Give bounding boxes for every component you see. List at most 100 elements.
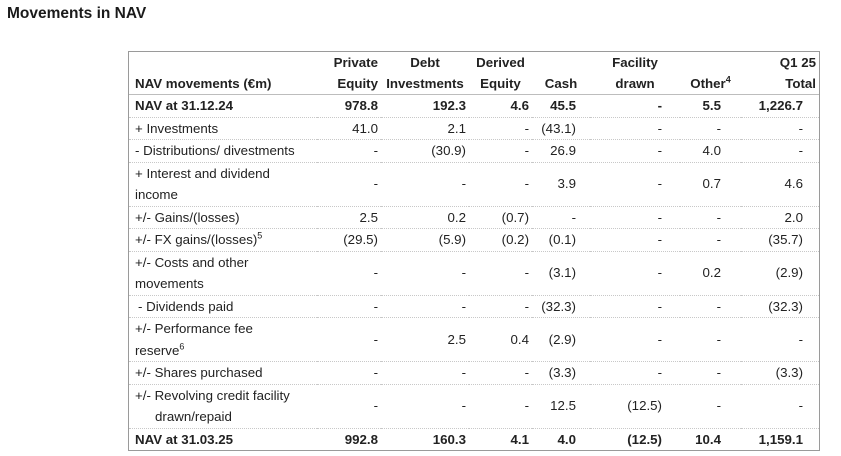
cell-facility-drawn: - [590,317,680,362]
cell-derived-equity: - [469,251,532,296]
cell-total: (32.3) [741,295,819,318]
col-header-derived-equity: Derived Equity [469,52,532,95]
cell-debt-investments: - [381,361,469,385]
table-row: + Investments 41.0 2.1 - (43.1) - - - [129,117,819,140]
cell-private-equity: - [317,384,381,429]
cell-derived-equity: - [469,139,532,163]
cell-derived-equity: - [469,361,532,385]
cell-cash: (3.3) [532,361,590,385]
cell-cash: 3.9 [532,162,590,207]
cell-facility-drawn: - [590,117,680,140]
cell-other: - [680,295,741,318]
cell-total: 1,159.1 [758,431,803,447]
cell-private-equity: 2.5 [317,206,381,229]
footnote-marker: 6 [179,341,185,352]
row-label: +/- Shares purchased [129,361,317,385]
row-label: - Dividends paid [129,295,317,318]
cell-facility-drawn: (12.5) [590,384,680,429]
cell-cash: (0.1) [532,228,590,252]
cell-other: 0.7 [680,162,741,207]
table-row: - Distributions/ divestments - (30.9) - … [129,139,819,163]
cell-debt-investments: 2.5 [381,317,469,362]
cell-cash: (2.9) [532,317,590,362]
cell-total: - [741,384,819,429]
cell-cash: 12.5 [532,384,590,429]
col-header-debt-investments: Debt Investments [381,52,469,95]
table-row: +/- Revolving credit facility drawn/repai… [129,384,819,429]
table-row: +/- Performance fee reserve6 - 2.5 0.4 (2… [129,317,819,362]
cell-private-equity: - [317,317,381,362]
row-label: + Investments [129,117,317,140]
cell-other: - [680,317,741,362]
cell-debt-investments: 0.2 [381,206,469,229]
cell-derived-equity: (0.2) [469,228,532,252]
cell-other: - [680,206,741,229]
table-row: +/- FX gains/(losses)5 (29.5) (5.9) (0.2… [129,228,819,252]
cell-total: (35.7) [741,228,819,252]
cell-facility-drawn: - [590,228,680,252]
row-label: +/- FX gains/(losses)5 [129,228,317,252]
col-header-other: Other4 [680,52,741,95]
cell-other: - [680,361,741,385]
cell-debt-investments: - [381,251,469,296]
row-label: +/- Performance fee reserve6 [129,317,317,362]
table-row: +/- Costs and other movements - - - (3.1)… [129,251,819,296]
cell-total: 4.6 [741,162,819,207]
cell-other: - [680,384,741,429]
cell-debt-investments: (5.9) [381,228,469,252]
cell-debt-investments: - [381,295,469,318]
cell-cash: (43.1) [532,117,590,140]
cell-other: 4.0 [680,139,741,163]
row-label: NAV at 31.12.24 [129,94,317,118]
cell-total: 2.0 [741,206,819,229]
cell-total: - [741,117,819,140]
cell-cash: 26.9 [532,139,590,163]
cell-facility-drawn: - [590,94,680,118]
row-label: + Interest and dividend income [129,162,317,207]
cell-facility-drawn: (12.5) [627,431,662,447]
cell-derived-equity: 0.4 [469,317,532,362]
table-row: NAV at 31.12.24 978.8 192.3 4.6 45.5 - 5… [129,94,819,118]
cell-derived-equity: - [469,162,532,207]
table-row: - Dividends paid - - - (32.3) - - (32.3) [129,295,819,318]
col-header-cash: Cash [532,52,590,95]
cell-derived-equity: - [469,117,532,140]
footnote-marker: 5 [257,230,263,241]
cell-private-equity: - [317,251,381,296]
cell-private-equity: 978.8 [317,94,381,118]
cell-facility-drawn: - [590,251,680,296]
row-label: NAV at 31.03.25 [135,431,234,447]
table-row: +/- Gains/(losses) 2.5 0.2 (0.7) - - - 2… [129,206,819,229]
cell-debt-investments: - [381,384,469,429]
footnote-marker: 4 [725,74,731,85]
cell-private-equity: 41.0 [317,117,381,140]
cell-other: 10.4 [695,431,721,447]
cell-other: 5.5 [680,94,741,118]
col-header-total: Q1 25 Total [741,52,819,95]
cell-derived-equity: - [469,384,532,429]
cell-derived-equity: 4.6 [469,94,532,118]
cell-total: - [741,317,819,362]
nav-movements-table: NAV movements (€m) Private Equity Debt Inv… [128,51,820,451]
cell-debt-investments: 160.3 [432,431,466,447]
col-header-private-equity: Private Equity [317,52,381,95]
cell-private-equity: - [317,139,381,163]
corner-label: NAV movements (€m) [129,52,317,95]
cell-private-equity: - [317,361,381,385]
table-header-row: NAV movements (€m) Private Equity Debt Inv… [129,52,819,95]
cell-private-equity: - [317,162,381,207]
page-title: Movements in NAV [7,5,147,22]
cell-debt-investments: - [381,162,469,207]
cell-facility-drawn: - [590,206,680,229]
cell-private-equity: (29.5) [317,228,381,252]
cell-facility-drawn: - [590,162,680,207]
cell-cash: 45.5 [532,94,590,118]
cell-other: - [680,117,741,140]
cell-cash: (3.1) [532,251,590,296]
cell-debt-investments: (30.9) [381,139,469,163]
cell-facility-drawn: - [590,361,680,385]
table-row: NAV at 31.03.25 992.8 160.3 4.1 4.0 (12.… [129,428,819,450]
row-label: +/- Gains/(losses) [129,206,317,229]
cell-private-equity: 992.8 [344,431,378,447]
cell-total: (2.9) [741,251,819,296]
